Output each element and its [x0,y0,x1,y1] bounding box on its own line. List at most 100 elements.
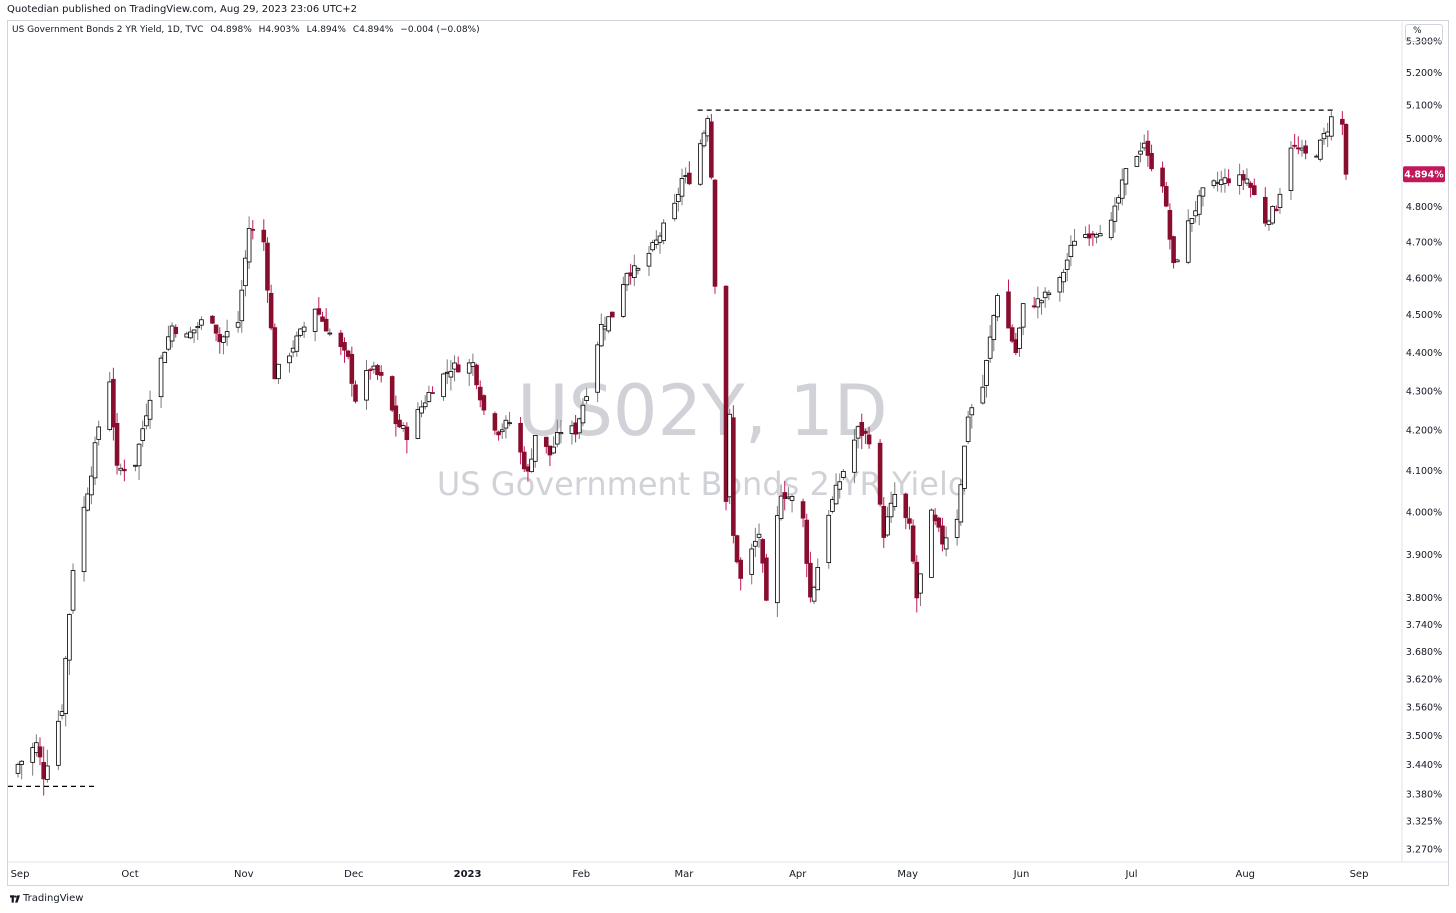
y-tick-label: 3.380% [1406,789,1442,800]
candle-body [573,422,578,435]
candle-body [863,430,868,434]
candle-body [1119,179,1125,199]
candle-body [1160,167,1165,187]
candle-body [789,496,795,501]
chart-pane[interactable] [7,20,1449,886]
candle-body [481,395,487,411]
y-tick-label: 4.200% [1406,426,1442,437]
percent-scale-button[interactable]: % [1405,24,1443,42]
candle-body [250,228,256,231]
candle-body [602,325,608,330]
candle-body [584,396,589,401]
candle-body [353,384,358,402]
candle-body [1031,305,1037,308]
candle-body [833,484,839,505]
candle-body [888,502,894,518]
candle-body [609,311,615,318]
candle-body [859,422,865,436]
candle-body [1046,292,1052,296]
candle-body [683,175,688,177]
candle-body [400,425,406,429]
candle-body [415,409,421,439]
y-tick-label: 4.500% [1406,310,1442,321]
candle-body [1189,218,1195,224]
candle-body [1112,205,1118,222]
candle-body [595,344,600,393]
x-tick-label: Oct [121,869,138,880]
candle-body [753,540,758,547]
candle-body [224,331,230,338]
candle-body [1149,152,1154,170]
x-tick-label: Sep [11,869,30,880]
y-tick-label: 4.100% [1406,466,1442,477]
candle-body [679,178,685,197]
candle-body [133,464,138,467]
candle-body [808,562,813,598]
candle-body [59,711,65,716]
candle-body [903,493,909,519]
tradingview-logo-icon [10,894,20,903]
candle-body [738,559,743,579]
candle-body [158,357,164,398]
candle-body [569,425,575,434]
candle-body [188,331,193,339]
candle-body [136,443,142,467]
candle-body [1006,291,1011,329]
candle-body [885,516,890,536]
candle-body [301,326,307,332]
candle-body [804,519,810,564]
candle-body [30,747,35,763]
candle-body [452,362,457,370]
candle-body [877,442,883,505]
candle-body [701,132,707,147]
candle-body [430,392,435,394]
y-tick-label: 4.800% [1406,202,1442,213]
candle-body [1061,271,1066,283]
candle-body [918,573,923,594]
legend-low: L4.894% [306,25,346,35]
x-tick-label: Apr [789,869,807,880]
candle-body [1017,327,1022,349]
candle-body [687,172,692,185]
candle-body [41,762,46,780]
candle-body [96,426,102,440]
candle-body [45,765,50,780]
candle-body [543,436,549,447]
candle-body [448,371,454,378]
candle-body [525,466,531,472]
y-tick-label: 3.500% [1406,731,1442,742]
tradingview-brand[interactable]: TradingView [10,893,83,904]
candle-body [1163,186,1169,207]
last-price-label: 4.894% [1404,170,1444,181]
x-tick-label: Aug [1236,869,1256,880]
candle-body [466,362,472,374]
candle-body [995,295,1000,318]
candle-body [1343,124,1349,175]
candle-body [782,492,788,499]
candle-body [67,614,72,661]
candle-body [954,518,960,538]
candle-body [576,418,582,434]
x-tick-label: May [897,869,918,880]
y-tick-label: 3.680% [1406,647,1442,658]
y-tick-label: 5.200% [1406,68,1442,79]
candle-body [1196,195,1202,215]
candle-body [606,316,611,332]
candle-body [404,426,410,440]
candle-body [477,386,483,401]
candle-body [107,381,113,430]
candle-body [92,442,98,479]
candle-body [507,422,512,425]
candle-body [837,481,843,490]
x-tick-label: Nov [234,869,254,880]
candle-body [1193,210,1198,217]
candle-body [210,315,215,324]
candle-body [1057,277,1063,293]
candle-body [235,322,241,328]
candle-body [786,496,791,499]
brand-label: TradingView [23,893,84,904]
candle-body [1321,133,1327,140]
y-tick-label: 4.400% [1406,348,1442,359]
candle-body [815,567,821,591]
